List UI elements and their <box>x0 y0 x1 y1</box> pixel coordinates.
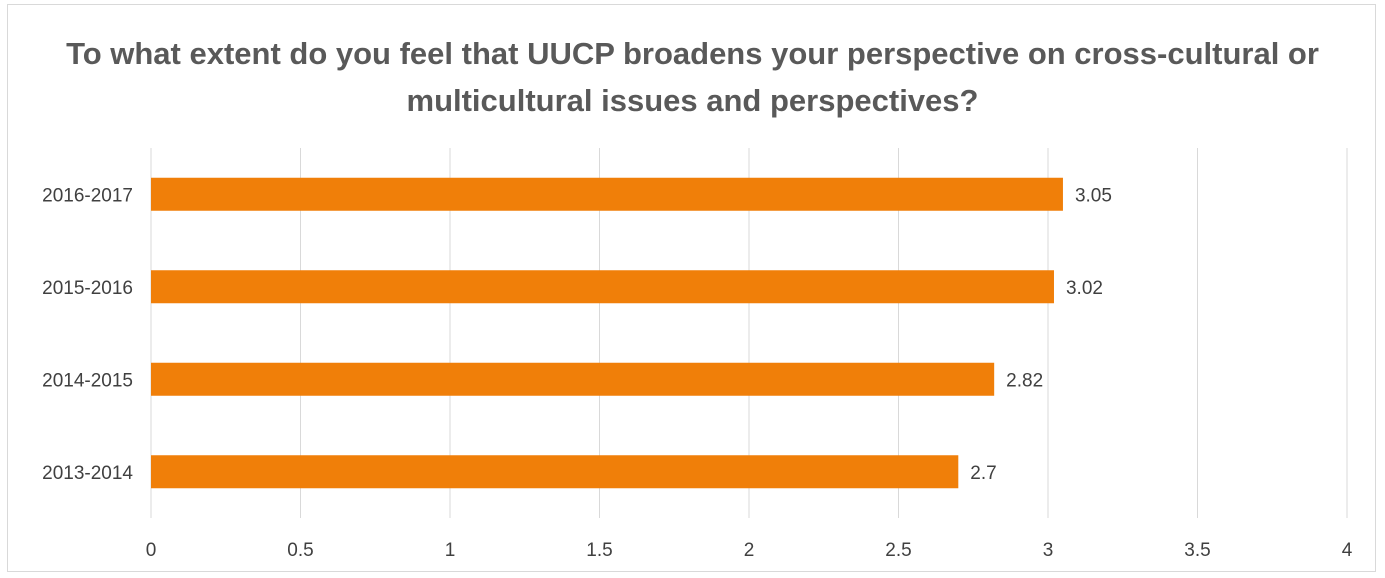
bar <box>151 362 995 396</box>
bars <box>151 177 1063 489</box>
category-label: 2015-2016 <box>42 278 133 299</box>
data-labels: 3.05 3.02 2.82 2.7 <box>970 185 1112 484</box>
x-tick-label: 2 <box>744 540 755 561</box>
data-label: 2.82 <box>1006 370 1043 391</box>
x-tick-label: 1 <box>445 540 456 561</box>
bar <box>151 177 1063 211</box>
chart-title: To what extent do you feel that UUCP bro… <box>66 36 1319 118</box>
category-axis: 2016-2017 2015-2016 2014-2015 2013-2014 <box>42 185 133 484</box>
data-label: 3.02 <box>1066 278 1103 299</box>
category-label: 2014-2015 <box>42 370 133 391</box>
data-label: 3.05 <box>1075 185 1112 206</box>
bar <box>151 455 959 489</box>
x-tick-label: 4 <box>1342 540 1353 561</box>
x-tick-label: 0 <box>146 540 157 561</box>
category-label: 2016-2017 <box>42 185 133 206</box>
x-tick-label: 3 <box>1043 540 1054 561</box>
x-tick-label: 0.5 <box>287 540 313 561</box>
data-label: 2.7 <box>970 463 996 484</box>
bar <box>151 270 1054 304</box>
x-tick-label: 1.5 <box>586 540 612 561</box>
category-label: 2013-2014 <box>42 463 133 484</box>
value-axis: 0 0.5 1 1.5 2 2.5 3 3.5 4 <box>146 540 1353 561</box>
x-tick-label: 2.5 <box>885 540 911 561</box>
x-tick-label: 3.5 <box>1184 540 1210 561</box>
